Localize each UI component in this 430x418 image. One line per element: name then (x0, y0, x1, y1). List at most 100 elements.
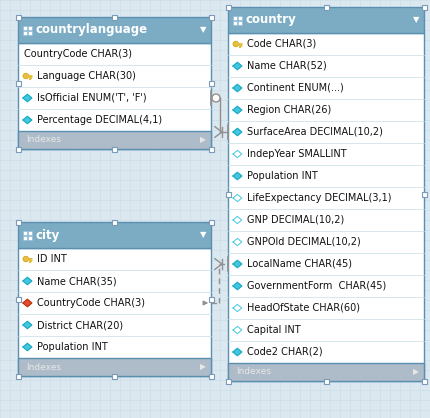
Text: Population INT: Population INT (37, 342, 108, 352)
Bar (28, 31, 32, 35)
Bar (225, 191, 230, 196)
Text: Continent ENUM(...): Continent ENUM(...) (247, 83, 344, 93)
Bar (421, 191, 427, 196)
Polygon shape (233, 348, 242, 356)
Text: Percentage DECIMAL(4,1): Percentage DECIMAL(4,1) (37, 115, 162, 125)
Text: LocalName CHAR(45): LocalName CHAR(45) (247, 259, 352, 269)
Text: ▶: ▶ (200, 362, 206, 372)
Polygon shape (23, 321, 32, 329)
Polygon shape (233, 128, 242, 135)
Circle shape (233, 41, 239, 47)
Bar (28, 231, 32, 235)
Polygon shape (23, 116, 32, 124)
Bar (18, 222, 211, 248)
Bar (112, 219, 117, 224)
Text: ▶: ▶ (200, 135, 206, 145)
Bar (233, 21, 237, 25)
Text: Code CHAR(3): Code CHAR(3) (247, 39, 316, 49)
Text: Indexes: Indexes (236, 367, 271, 377)
Circle shape (23, 256, 29, 262)
Bar (18, 43, 211, 149)
Bar (18, 17, 211, 43)
Text: GNPOld DECIMAL(10,2): GNPOld DECIMAL(10,2) (247, 237, 361, 247)
Bar (18, 358, 211, 376)
Text: GovernmentForm  CHAR(45): GovernmentForm CHAR(45) (247, 281, 386, 291)
Text: Code2 CHAR(2): Code2 CHAR(2) (247, 347, 322, 357)
Bar (18, 131, 211, 149)
Bar (112, 15, 117, 20)
Bar (23, 231, 27, 235)
Bar (209, 374, 214, 379)
Polygon shape (23, 94, 32, 102)
Text: GNP DECIMAL(10,2): GNP DECIMAL(10,2) (247, 215, 344, 225)
Polygon shape (233, 172, 242, 180)
Bar (228, 33, 424, 381)
Text: Indexes: Indexes (26, 362, 61, 372)
Polygon shape (233, 304, 242, 311)
Bar (228, 7, 424, 33)
Bar (421, 5, 427, 10)
Text: HeadOfState CHAR(60): HeadOfState CHAR(60) (247, 303, 360, 313)
Polygon shape (233, 107, 242, 114)
Polygon shape (233, 194, 242, 201)
Bar (238, 21, 242, 25)
Bar (233, 16, 237, 20)
Bar (209, 219, 214, 224)
Text: Language CHAR(30): Language CHAR(30) (37, 71, 136, 81)
Bar (228, 363, 424, 381)
Text: IsOfficial ENUM('T', 'F'): IsOfficial ENUM('T', 'F') (37, 93, 147, 103)
Text: SurfaceArea DECIMAL(10,2): SurfaceArea DECIMAL(10,2) (247, 127, 383, 137)
Bar (421, 379, 427, 383)
Bar (15, 81, 21, 86)
Polygon shape (233, 238, 242, 246)
Text: ID INT: ID INT (37, 254, 67, 264)
Bar (28, 236, 32, 240)
Text: District CHAR(20): District CHAR(20) (37, 320, 123, 330)
Polygon shape (233, 150, 242, 158)
Polygon shape (233, 326, 242, 334)
Text: IndepYear SMALLINT: IndepYear SMALLINT (247, 149, 347, 159)
Polygon shape (233, 217, 242, 224)
Text: Name CHAR(35): Name CHAR(35) (37, 276, 117, 286)
Bar (23, 26, 27, 30)
Bar (15, 146, 21, 151)
Text: Name CHAR(52): Name CHAR(52) (247, 61, 327, 71)
Bar (23, 236, 27, 240)
Text: country: country (246, 13, 297, 26)
Bar (15, 15, 21, 20)
Bar (209, 15, 214, 20)
Polygon shape (23, 278, 32, 285)
Text: ▼: ▼ (413, 15, 419, 25)
Text: Population INT: Population INT (247, 171, 318, 181)
Bar (15, 219, 21, 224)
Text: Capital INT: Capital INT (247, 325, 301, 335)
Bar (18, 248, 211, 376)
Bar (225, 5, 230, 10)
Polygon shape (233, 62, 242, 70)
Bar (323, 5, 329, 10)
Text: CountryCode CHAR(3): CountryCode CHAR(3) (24, 49, 132, 59)
Bar (209, 146, 214, 151)
Polygon shape (233, 260, 242, 268)
Bar (23, 31, 27, 35)
Bar (28, 26, 32, 30)
Text: CountryCode CHAR(3): CountryCode CHAR(3) (37, 298, 145, 308)
Polygon shape (23, 344, 32, 351)
Polygon shape (233, 283, 242, 290)
Text: Region CHAR(26): Region CHAR(26) (247, 105, 331, 115)
Bar (112, 374, 117, 379)
Text: ▼: ▼ (200, 25, 206, 35)
Bar (15, 374, 21, 379)
Circle shape (212, 94, 220, 102)
Bar (323, 379, 329, 383)
Bar (238, 16, 242, 20)
Circle shape (23, 73, 29, 79)
Bar (112, 146, 117, 151)
Text: countrylanguage: countrylanguage (36, 23, 148, 36)
Bar (225, 379, 230, 383)
Text: Indexes: Indexes (26, 135, 61, 145)
Text: LifeExpectancy DECIMAL(3,1): LifeExpectancy DECIMAL(3,1) (247, 193, 391, 203)
Text: ▶: ▶ (413, 367, 419, 377)
Polygon shape (233, 84, 242, 92)
Bar (15, 296, 21, 301)
